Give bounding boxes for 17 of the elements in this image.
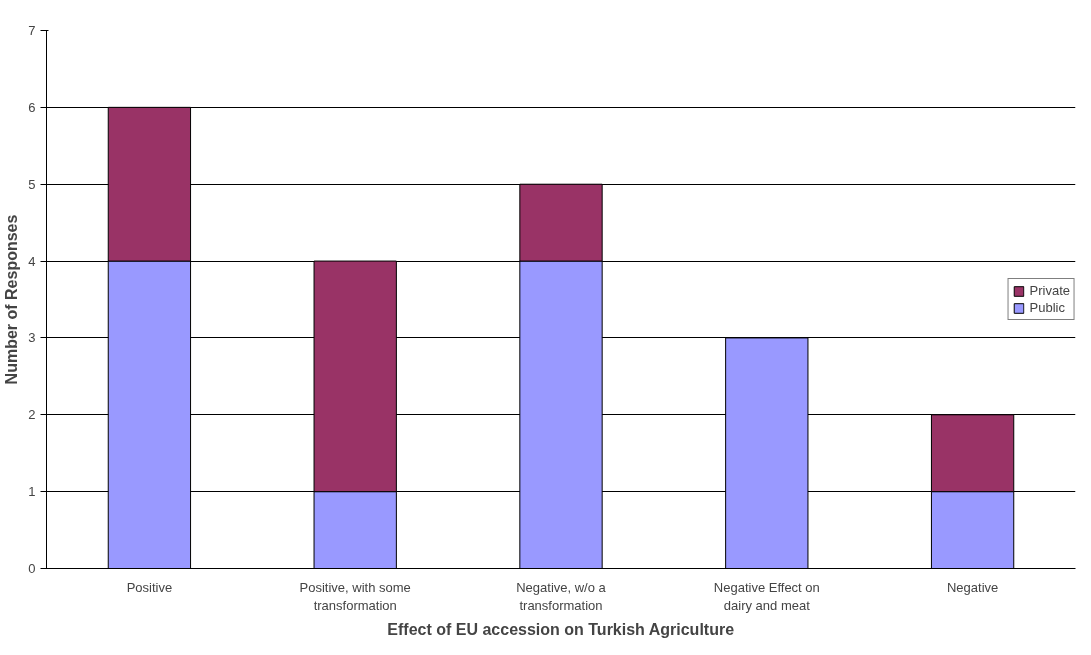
legend-label: Private — [1029, 283, 1070, 298]
y-tick-label: 0 — [28, 561, 36, 576]
y-tick-label: 1 — [28, 484, 36, 500]
y-tick-label: 5 — [28, 176, 36, 192]
x-axis-title: Effect of EU accession on Turkish Agriculture — [387, 620, 735, 638]
y-tick-label: 6 — [28, 99, 36, 115]
x-tick-label: Positive, with some transformation — [299, 579, 411, 613]
y-tick-label: 2 — [28, 407, 36, 423]
y-tick-label: 7 — [28, 23, 36, 38]
x-tick-label: Negative, w/o a transformation — [516, 579, 607, 613]
y-tick-label: 3 — [28, 330, 36, 346]
x-tick-label: Positive — [126, 579, 173, 595]
x-tick-label: Negative Effect on dairy and meat — [713, 579, 820, 613]
x-tick-label: Negative — [946, 579, 999, 595]
y-axis-title: Number of Responses — [3, 214, 21, 385]
legend-label: Public — [1029, 300, 1065, 315]
y-tick-label: 4 — [28, 253, 36, 269]
